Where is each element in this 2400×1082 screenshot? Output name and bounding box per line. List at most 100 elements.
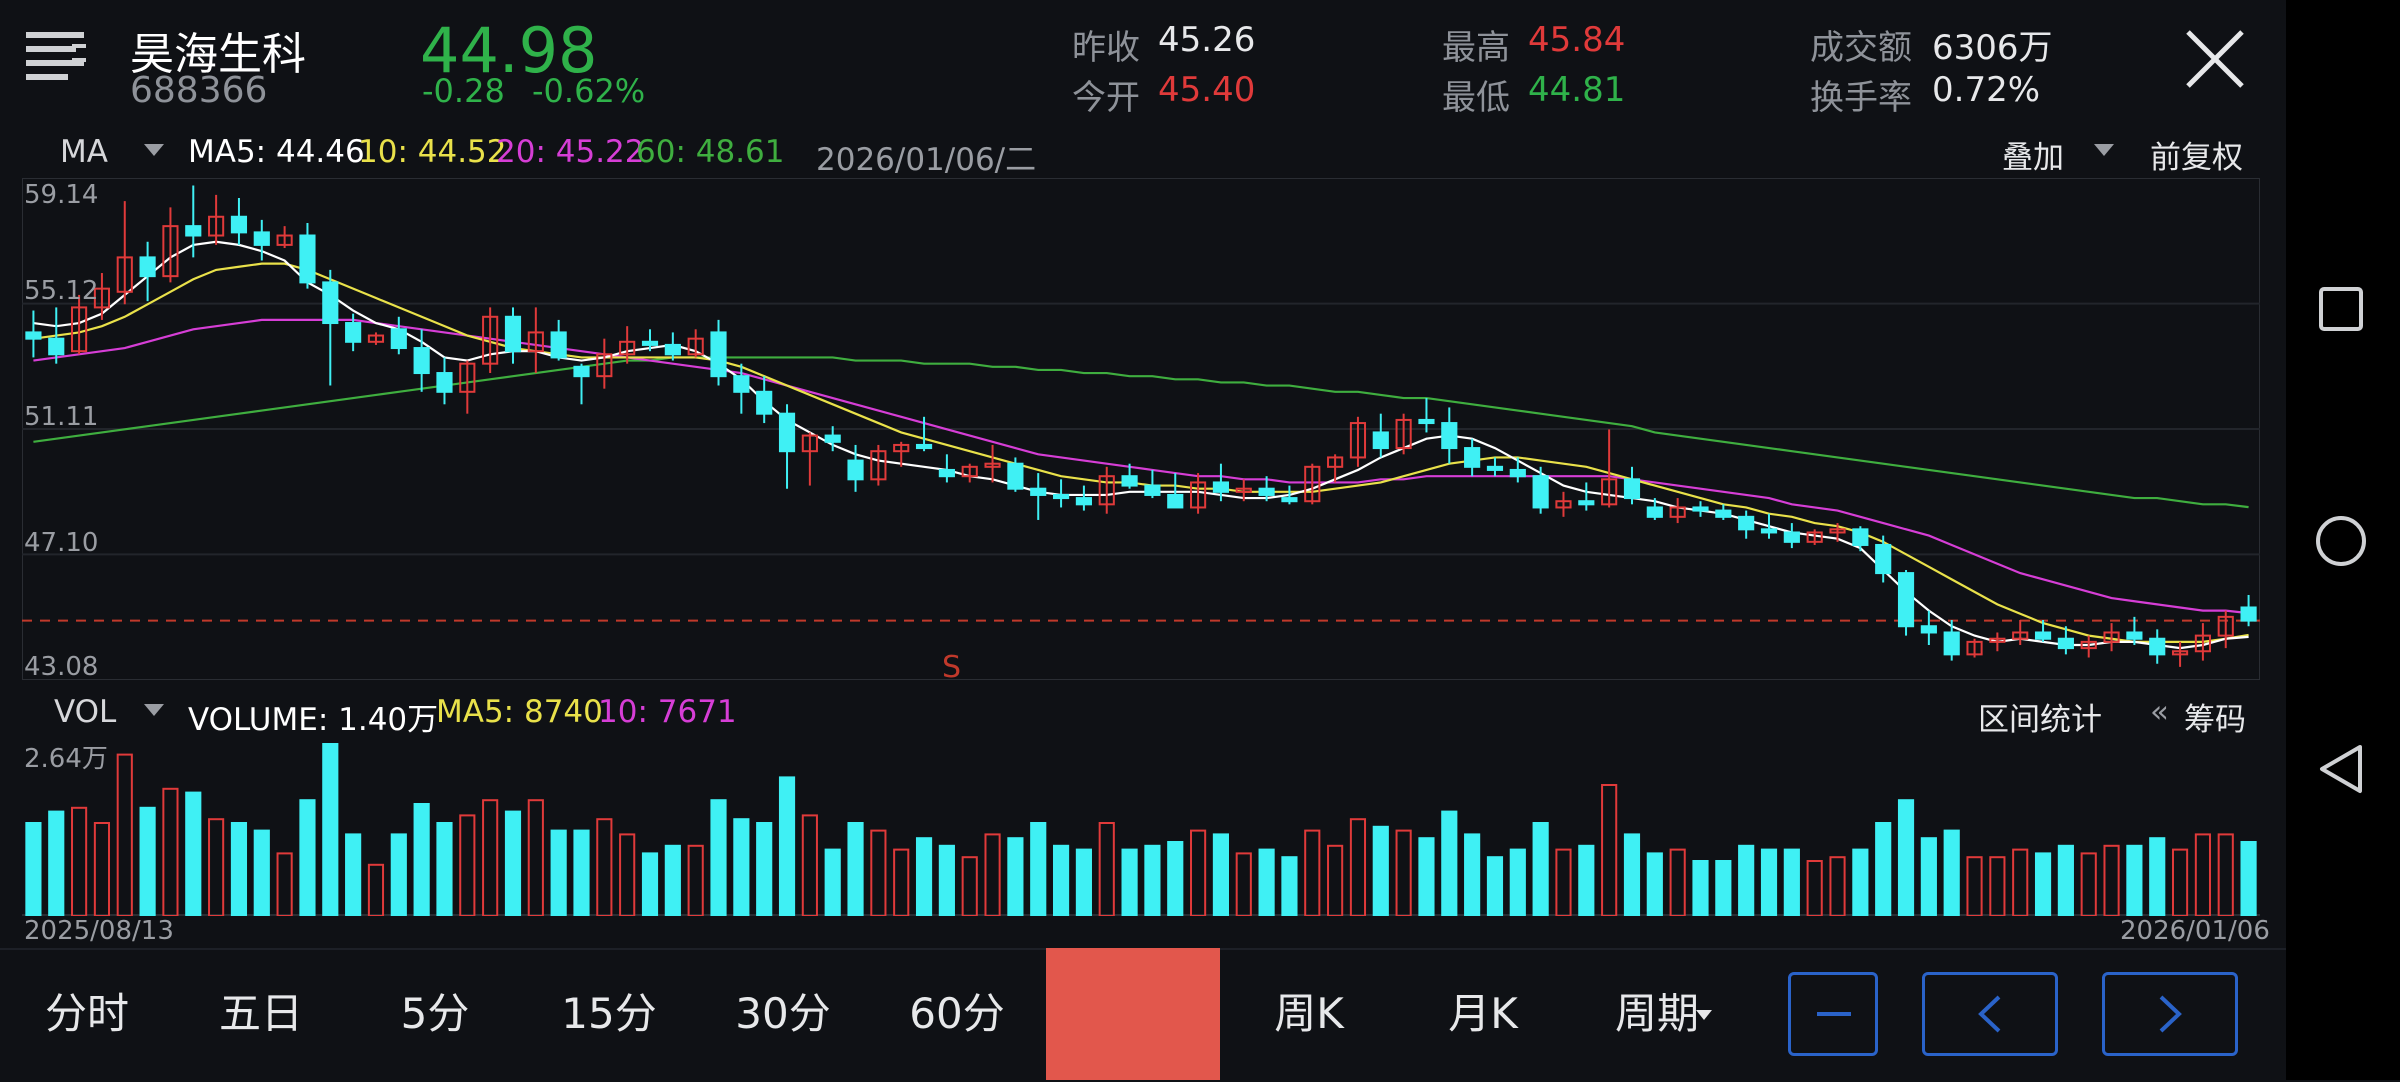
candle xyxy=(48,307,65,364)
chips-chevron-icon[interactable]: « xyxy=(2150,694,2169,730)
range-stats-button[interactable]: 区间统计 xyxy=(1978,702,2102,738)
chevron-down-icon[interactable] xyxy=(144,144,164,158)
candle xyxy=(1897,569,1915,636)
volume-bar xyxy=(345,833,362,916)
candle-body xyxy=(2149,637,2166,656)
recents-icon[interactable] xyxy=(2318,286,2364,332)
period-chevron-icon[interactable] xyxy=(1696,1010,1712,1022)
close-icon[interactable] xyxy=(2180,24,2250,94)
next-button[interactable] xyxy=(2102,972,2238,1056)
volume-bar xyxy=(1532,822,1549,916)
tab-30min[interactable]: 30分 xyxy=(735,989,831,1038)
volume-bar xyxy=(1669,848,1686,916)
amount-label: 成交额 xyxy=(1810,28,1912,68)
candle-body xyxy=(1395,418,1412,450)
volume-bar xyxy=(1190,829,1207,916)
menu-icon[interactable] xyxy=(26,30,88,82)
candle-body xyxy=(93,287,111,309)
tab-5min[interactable]: 5分 xyxy=(400,989,470,1038)
candle xyxy=(116,201,133,305)
volume-bar xyxy=(1052,844,1070,916)
volume-bar xyxy=(1304,829,1321,916)
volume-bar xyxy=(2194,833,2211,916)
volume-bar xyxy=(1578,844,1595,916)
volume-bar xyxy=(756,822,773,916)
candle-body xyxy=(230,215,248,234)
volume-bar xyxy=(162,787,179,916)
candle xyxy=(1738,510,1755,539)
volume-bar xyxy=(1852,848,1869,916)
candle xyxy=(1783,523,1800,549)
tab-timeshare[interactable]: 分时 xyxy=(44,989,129,1038)
volume-bar xyxy=(2080,852,2097,916)
candle-body xyxy=(573,365,590,378)
back-icon[interactable] xyxy=(2318,744,2364,794)
candle-body xyxy=(1052,493,1070,500)
candle xyxy=(71,294,88,355)
candle-body xyxy=(619,340,636,356)
candle xyxy=(93,273,111,320)
overlay-chevron-icon[interactable] xyxy=(2094,144,2114,158)
candle-body xyxy=(756,390,773,415)
volume-bar xyxy=(2149,837,2166,916)
volume-bar xyxy=(1943,829,1960,916)
tab-five-day[interactable]: 五日 xyxy=(218,989,303,1038)
chips-button[interactable]: 筹码 xyxy=(2184,702,2246,738)
volume-bar xyxy=(1920,837,1937,916)
adjust-button[interactable]: 前复权 xyxy=(2150,140,2243,176)
candle xyxy=(230,198,248,245)
home-icon[interactable] xyxy=(2314,514,2368,568)
candle-body xyxy=(1441,422,1458,450)
candle-body xyxy=(1030,487,1047,496)
candle xyxy=(185,185,202,258)
candle xyxy=(1212,463,1230,502)
candle-body xyxy=(1372,431,1389,450)
candle xyxy=(1555,491,1572,517)
candle xyxy=(778,404,796,489)
candle-body xyxy=(459,362,476,393)
candle-body xyxy=(1829,528,1846,534)
tab-period[interactable]: 周期 xyxy=(1614,989,1699,1038)
volume-bar xyxy=(25,822,42,916)
candle-body xyxy=(527,331,544,353)
overlay-button[interactable]: 叠加 xyxy=(2002,140,2064,176)
candle xyxy=(1715,504,1732,520)
tab-monthly[interactable]: 月K xyxy=(1448,989,1518,1038)
volume-bar xyxy=(2240,841,2257,916)
candle-body xyxy=(367,334,385,343)
candle xyxy=(1829,523,1846,542)
vol-chevron-icon[interactable] xyxy=(144,704,164,718)
indicator-select[interactable]: MA xyxy=(60,134,108,170)
tab-15min[interactable]: 15分 xyxy=(561,989,657,1038)
tab-weekly[interactable]: 周K xyxy=(1274,989,1344,1038)
candle-body xyxy=(1692,506,1709,512)
candle xyxy=(1623,466,1641,505)
candle-body xyxy=(322,281,339,325)
candle-body xyxy=(2034,631,2052,640)
candlestick-chart[interactable] xyxy=(22,178,2260,680)
vol-ma10-value: 10: 7671 xyxy=(598,694,737,730)
prev-button[interactable] xyxy=(1922,972,2058,1056)
candle-body xyxy=(71,306,88,353)
vol-indicator-select[interactable]: VOL xyxy=(54,694,117,730)
candle xyxy=(2080,635,2097,658)
candle-body xyxy=(801,434,818,453)
candle-body xyxy=(1486,465,1504,471)
volume-bar xyxy=(801,814,818,916)
candle-body xyxy=(2194,634,2211,653)
candle-body xyxy=(1121,475,1138,487)
tab-daily-active[interactable] xyxy=(1046,948,1220,1080)
candle xyxy=(2012,619,2029,645)
zoom-out-button[interactable] xyxy=(1788,972,1878,1056)
candle xyxy=(687,329,704,358)
volume-bar xyxy=(367,863,385,916)
volume-bar xyxy=(2217,833,2234,916)
volume-bar xyxy=(48,810,65,916)
candle xyxy=(527,307,544,374)
candle xyxy=(1075,485,1092,511)
tab-60min[interactable]: 60分 xyxy=(909,989,1005,1038)
y-label-2: 55.12 xyxy=(24,276,99,306)
volume-bar xyxy=(1167,841,1184,916)
volume-chart[interactable] xyxy=(22,738,2260,916)
volume-bar xyxy=(436,822,453,916)
